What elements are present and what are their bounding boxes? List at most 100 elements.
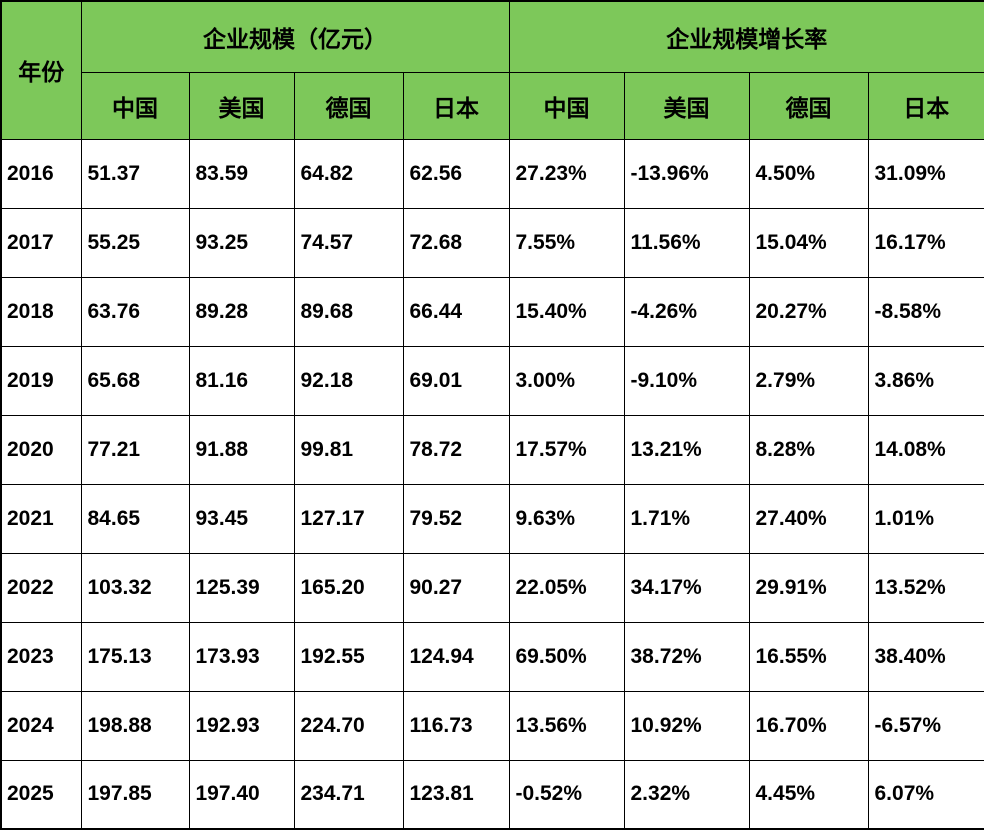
value-cell: 192.93 [188, 690, 295, 761]
value-cell: 77.21 [80, 414, 190, 485]
value-cell: 15.04% [748, 207, 869, 278]
value-cell: 8.28% [748, 414, 869, 485]
value-cell: 92.18 [293, 345, 404, 416]
value-cell: 62.56 [402, 138, 510, 209]
year-cell: 2023 [0, 621, 82, 692]
year-column-header: 年份 [0, 0, 82, 140]
value-cell: 10.92% [623, 690, 750, 761]
value-cell: 198.88 [80, 690, 190, 761]
value-cell: -4.26% [623, 276, 750, 347]
year-cell: 2025 [0, 759, 82, 830]
value-cell: 224.70 [293, 690, 404, 761]
value-cell: 4.50% [748, 138, 869, 209]
value-cell: 2.79% [748, 345, 869, 416]
value-cell: 91.88 [188, 414, 295, 485]
value-cell: 103.32 [80, 552, 190, 623]
year-cell: 2020 [0, 414, 82, 485]
scale-group-header: 企业规模（亿元） [80, 0, 510, 73]
value-cell: 13.56% [508, 690, 625, 761]
value-cell: 11.56% [623, 207, 750, 278]
value-cell: 13.52% [867, 552, 984, 623]
value-cell: 6.07% [867, 759, 984, 830]
value-cell: 3.00% [508, 345, 625, 416]
table-row: 2020 77.21 91.88 99.81 78.72 17.57% 13.21% 8.28… [0, 414, 984, 485]
value-cell: 83.59 [188, 138, 295, 209]
value-cell: 165.20 [293, 552, 404, 623]
value-cell: 69.01 [402, 345, 510, 416]
value-cell: 34.17% [623, 552, 750, 623]
value-cell: 93.25 [188, 207, 295, 278]
value-cell: 4.45% [748, 759, 869, 830]
growth-country-header-germany: 德国 [748, 71, 869, 140]
value-cell: 123.81 [402, 759, 510, 830]
value-cell: 124.94 [402, 621, 510, 692]
value-cell: 63.76 [80, 276, 190, 347]
value-cell: 7.55% [508, 207, 625, 278]
value-cell: 127.17 [293, 483, 404, 554]
value-cell: 55.25 [80, 207, 190, 278]
value-cell: -6.57% [867, 690, 984, 761]
value-cell: 1.01% [867, 483, 984, 554]
table-row: 2016 51.37 83.59 64.82 62.56 27.23% -13.96% 4.5… [0, 138, 984, 209]
table-row: 2018 63.76 89.28 89.68 66.44 15.40% -4.26% 20.2… [0, 276, 984, 347]
value-cell: 29.91% [748, 552, 869, 623]
group-header-row: 年份 企业规模（亿元） 企业规模增长率 [0, 0, 984, 140]
value-cell: -8.58% [867, 276, 984, 347]
value-cell: 38.40% [867, 621, 984, 692]
value-cell: 64.82 [293, 138, 404, 209]
table-body: 2016 51.37 83.59 64.82 62.56 27.23% -13.96% 4.5… [0, 138, 984, 830]
scale-country-header-japan: 日本 [402, 71, 510, 140]
scale-country-header-germany: 德国 [293, 71, 404, 140]
value-cell: -13.96% [623, 138, 750, 209]
value-cell: 51.37 [80, 138, 190, 209]
value-cell: 79.52 [402, 483, 510, 554]
value-cell: 16.17% [867, 207, 984, 278]
value-cell: 116.73 [402, 690, 510, 761]
growth-group-header: 企业规模增长率 [508, 0, 984, 73]
value-cell: 72.68 [402, 207, 510, 278]
table-row: 2019 65.68 81.16 92.18 69.01 3.00% -9.10% 2.79%… [0, 345, 984, 416]
value-cell: 27.40% [748, 483, 869, 554]
table-row: 2023 175.13 173.93 192.55 124.94 69.50% 38.72%… [0, 621, 984, 692]
value-cell: 14.08% [867, 414, 984, 485]
value-cell: 81.16 [188, 345, 295, 416]
scale-country-header-usa: 美国 [188, 71, 295, 140]
year-cell: 2016 [0, 138, 82, 209]
country-header-row: 中国 美国 德国 日本 中国 美国 德国 日本 [1, 71, 984, 140]
value-cell: 90.27 [402, 552, 510, 623]
value-cell: -0.52% [508, 759, 625, 830]
value-cell: 2.32% [623, 759, 750, 830]
table-row: 2025 197.85 197.40 234.71 123.81 -0.52% 2.32% 4… [0, 759, 984, 830]
year-cell: 2024 [0, 690, 82, 761]
value-cell: 234.71 [293, 759, 404, 830]
table-row: 2017 55.25 93.25 74.57 72.68 7.55% 11.56% 15.04… [0, 207, 984, 278]
value-cell: 125.39 [188, 552, 295, 623]
value-cell: 17.57% [508, 414, 625, 485]
table-row: 2021 84.65 93.45 127.17 79.52 9.63% 1.71% 27.40… [0, 483, 984, 554]
value-cell: 9.63% [508, 483, 625, 554]
value-cell: 197.85 [80, 759, 190, 830]
value-cell: 93.45 [188, 483, 295, 554]
growth-country-header-usa: 美国 [623, 71, 750, 140]
value-cell: 13.21% [623, 414, 750, 485]
value-cell: 66.44 [402, 276, 510, 347]
year-cell: 2018 [0, 276, 82, 347]
value-cell: 22.05% [508, 552, 625, 623]
value-cell: 69.50% [508, 621, 625, 692]
value-cell: 197.40 [188, 759, 295, 830]
growth-country-header-japan: 日本 [867, 71, 984, 140]
value-cell: 38.72% [623, 621, 750, 692]
value-cell: -9.10% [623, 345, 750, 416]
value-cell: 3.86% [867, 345, 984, 416]
growth-country-header-china: 中国 [508, 71, 625, 140]
value-cell: 175.13 [80, 621, 190, 692]
value-cell: 20.27% [748, 276, 869, 347]
year-cell: 2017 [0, 207, 82, 278]
scale-country-header-china: 中国 [80, 71, 190, 140]
value-cell: 15.40% [508, 276, 625, 347]
value-cell: 84.65 [80, 483, 190, 554]
value-cell: 74.57 [293, 207, 404, 278]
value-cell: 89.68 [293, 276, 404, 347]
year-cell: 2021 [0, 483, 82, 554]
